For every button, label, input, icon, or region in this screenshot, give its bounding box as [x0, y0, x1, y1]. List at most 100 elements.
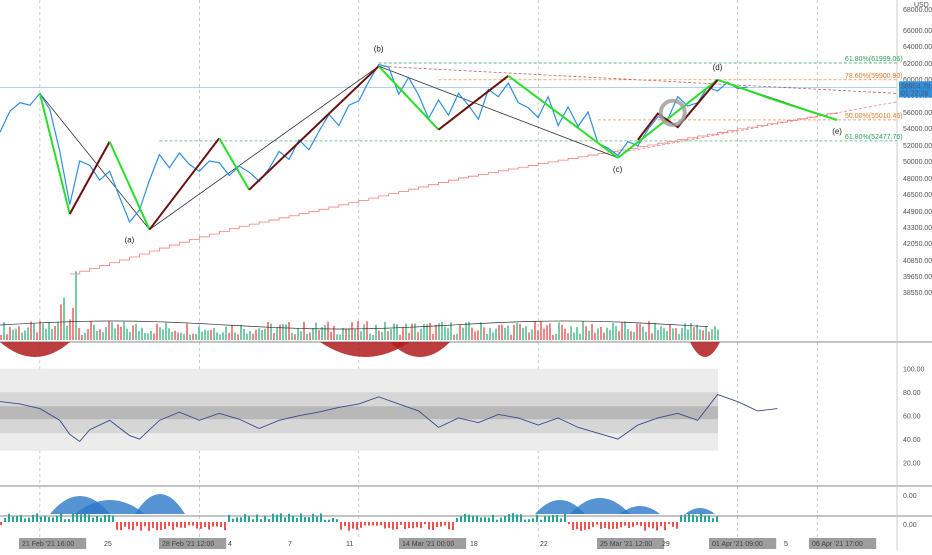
- volume-bar-2: [6, 334, 8, 340]
- volume-bar-31: [93, 324, 95, 340]
- osc-hump-1: [75, 500, 145, 514]
- volume-bar-198: [594, 332, 596, 340]
- volume-bar-227: [681, 328, 683, 340]
- osc-bar-137: [548, 515, 550, 522]
- volume-bar-23: [69, 319, 71, 340]
- volume-bar-131: [393, 323, 395, 340]
- volume-bar-44: [132, 325, 134, 340]
- osc-bar-24: [96, 515, 98, 522]
- volume-bar-158: [474, 331, 476, 340]
- osc-bar-8: [32, 514, 34, 522]
- volume-bar-167: [501, 324, 503, 340]
- volume-pressure-area-2: [390, 342, 450, 357]
- volume-bar-81: [243, 328, 245, 340]
- volume-bar-126: [378, 330, 380, 340]
- osc-bar-70: [280, 513, 282, 522]
- volume-bar-113: [339, 334, 341, 340]
- rsi-band-inner-4: [672, 406, 718, 420]
- volume-bar-133: [399, 334, 401, 340]
- osc-bar-79: [316, 516, 318, 522]
- osc-bar-168: [672, 522, 674, 527]
- volume-bar-224: [672, 328, 674, 340]
- x-axis-tick-box-9: [597, 538, 665, 549]
- volume-bar-153: [459, 325, 461, 340]
- highlight-circle-marker: [658, 98, 687, 127]
- osc-hump-3: [535, 500, 585, 514]
- volume-bar-29: [87, 329, 89, 340]
- volume-bar-172: [516, 322, 518, 340]
- osc-bar-6: [24, 518, 26, 522]
- osc-bar-39: [156, 522, 158, 531]
- volume-bar-75: [225, 326, 227, 340]
- volume-bar-146: [438, 323, 440, 340]
- volume-bar-57: [171, 331, 173, 340]
- volume-bar-66: [198, 326, 200, 340]
- x-axis-tick-3: 4: [228, 541, 232, 548]
- osc-bar-63: [252, 519, 254, 522]
- fib-level-label-3: 61.80%(52477.76): [845, 134, 903, 141]
- volume-bar-141: [423, 324, 425, 340]
- volume-bar-137: [411, 323, 413, 340]
- volume-bar-118: [354, 329, 356, 340]
- wave-segment-8: [507, 74, 619, 159]
- osc-bar-152: [608, 522, 610, 530]
- volume-bar-226: [678, 333, 680, 340]
- price-axis-tick-1: 64000.00: [903, 44, 932, 51]
- osc-bar-65: [260, 519, 262, 522]
- volume-bar-170: [510, 334, 512, 340]
- osc-bar-134: [536, 514, 538, 522]
- volume-bar-36: [108, 321, 110, 340]
- osc-bar-155: [620, 522, 622, 528]
- volume-bar-119: [357, 321, 359, 340]
- osc-bar-118: [472, 516, 474, 522]
- volume-bar-58: [174, 330, 176, 340]
- volume-bar-115: [345, 328, 347, 340]
- volume-bar-10: [30, 321, 32, 340]
- rsi-band-inner-0: [0, 406, 80, 420]
- volume-bar-54: [162, 329, 164, 340]
- osc-bar-0: [0, 522, 2, 526]
- osc-bar-94: [376, 522, 378, 526]
- price-axis-tick-12: 43300.00: [903, 225, 932, 232]
- osc-bar-4: [16, 516, 18, 522]
- osc-bar-71: [284, 517, 286, 522]
- volume-bar-203: [609, 329, 611, 340]
- rsi-axis-tick-3: 40.00: [903, 437, 921, 444]
- price-axis-tick-3: 60000.00: [903, 77, 932, 84]
- volume-bar-96: [288, 322, 290, 340]
- volume-bar-74: [222, 332, 224, 340]
- volume-bar-211: [633, 332, 635, 340]
- volume-bar-0: [0, 335, 2, 340]
- x-axis-tick-7: 18: [470, 541, 478, 548]
- osc-bar-53: [212, 522, 214, 527]
- volume-bar-218: [654, 322, 656, 340]
- osc-bar-99: [396, 522, 398, 530]
- osc-bar-25: [100, 517, 102, 522]
- volume-bar-129: [387, 331, 389, 340]
- volume-bar-214: [642, 326, 644, 340]
- osc-bar-129: [516, 514, 518, 522]
- osc-bar-111: [444, 522, 446, 526]
- volume-bar-169: [507, 325, 509, 340]
- volume-bar-9: [27, 327, 29, 340]
- volume-bar-47: [141, 327, 143, 340]
- volume-bar-217: [651, 333, 653, 340]
- volume-bar-148: [444, 326, 446, 340]
- x-axis-tick-4: 7: [288, 541, 292, 548]
- volume-bar-84: [252, 333, 254, 340]
- volume-bar-222: [666, 330, 668, 340]
- wave-segment-0: [38, 93, 71, 215]
- volume-bar-8: [24, 330, 26, 340]
- osc-bar-100: [400, 522, 402, 525]
- volume-bar-188: [564, 328, 566, 340]
- volume-bar-140: [420, 328, 422, 340]
- osc-bar-162: [648, 522, 650, 528]
- osc-bar-32: [128, 522, 130, 530]
- osc-bar-102: [408, 522, 410, 529]
- x-axis-tick-box-0: [19, 538, 87, 549]
- volume-bar-110: [330, 332, 332, 340]
- osc-bar-87: [348, 522, 350, 531]
- osc-bar-12: [48, 517, 50, 522]
- volume-pressure-area-3: [690, 342, 720, 357]
